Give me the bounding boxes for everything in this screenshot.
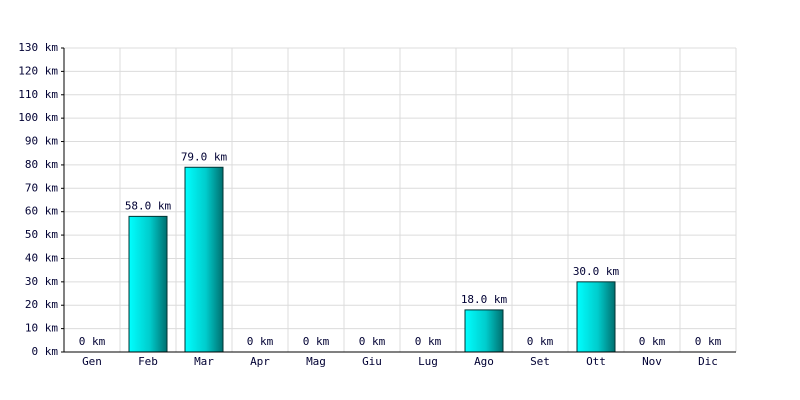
y-tick-label: 10 km — [25, 322, 58, 335]
x-tick-label: Mar — [194, 355, 214, 368]
value-label: 0 km — [79, 335, 106, 348]
bar — [184, 166, 224, 353]
value-label: 58.0 km — [125, 199, 172, 212]
y-tick-label: 70 km — [25, 181, 58, 194]
x-tick-label: Giu — [362, 355, 382, 368]
value-label: 0 km — [415, 335, 442, 348]
y-tick-label: 100 km — [18, 111, 58, 124]
y-tick-label: 90 km — [25, 135, 58, 148]
x-tick-label: Dic — [698, 355, 718, 368]
value-label: 79.0 km — [181, 150, 228, 163]
x-tick-label: Lug — [418, 355, 438, 368]
value-label: 0 km — [695, 335, 722, 348]
y-tick-label: 20 km — [25, 298, 58, 311]
x-tick-label: Feb — [138, 355, 158, 368]
x-tick-label: Mag — [306, 355, 326, 368]
x-tick-label: Nov — [642, 355, 662, 368]
x-tick-label: Gen — [82, 355, 102, 368]
y-tick-label: 120 km — [18, 64, 58, 77]
y-tick-label: 50 km — [25, 228, 58, 241]
value-label: 30.0 km — [573, 265, 620, 278]
x-tick-label: Apr — [250, 355, 270, 368]
bar — [128, 215, 168, 353]
value-label: 0 km — [639, 335, 666, 348]
value-label: 0 km — [527, 335, 554, 348]
y-tick-label: 0 km — [32, 345, 59, 358]
value-label: 0 km — [359, 335, 386, 348]
x-tick-label: Ago — [474, 355, 494, 368]
bar — [464, 309, 504, 353]
x-tick-label: Ott — [586, 355, 606, 368]
y-tick-label: 110 km — [18, 88, 58, 101]
bar — [576, 281, 616, 353]
y-tick-label: 80 km — [25, 158, 58, 171]
value-label: 0 km — [303, 335, 330, 348]
y-tick-label: 40 km — [25, 251, 58, 264]
value-label: 0 km — [247, 335, 274, 348]
x-tick-label: Set — [530, 355, 550, 368]
y-tick-label: 60 km — [25, 205, 58, 218]
y-tick-label: 30 km — [25, 275, 58, 288]
value-label: 18.0 km — [461, 293, 508, 306]
y-tick-label: 130 km — [18, 41, 58, 54]
